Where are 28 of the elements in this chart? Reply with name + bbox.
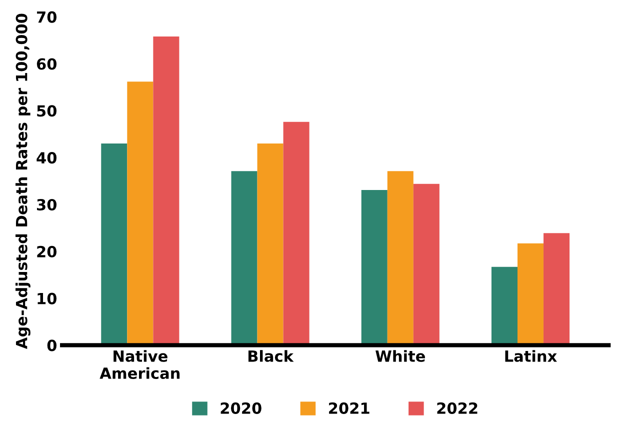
x-tick-label: Native American [100,350,180,380]
bar [387,171,414,346]
y-tick-label: 50 [37,105,57,117]
legend-label: 2020 [220,402,262,414]
bar [127,82,154,346]
legend-label: 2022 [437,402,478,414]
y-tick-label: 20 [37,246,57,258]
y-axis-title: Age-Adjusted Death Rates per 100,000 [16,14,30,349]
y-tick-label: 10 [38,292,57,304]
bar [491,266,518,346]
bar [283,122,310,346]
bar [518,243,544,346]
bar [101,144,128,346]
bar [413,184,440,346]
y-tick-label: 30 [37,198,57,211]
x-tick-label: Black [248,350,294,362]
y-tick-label: 70 [37,11,57,23]
legend-label: 2021 [329,402,370,414]
bar [231,171,258,346]
bar [257,144,284,346]
x-tick-label: White [376,350,425,362]
bar [544,233,570,346]
x-tick-label: Latinx [505,350,557,362]
bar [361,190,388,346]
y-tick-label: 60 [36,58,57,70]
y-tick-label: 40 [36,152,57,164]
bar [153,36,180,346]
y-tick-label: 0 [47,340,57,352]
